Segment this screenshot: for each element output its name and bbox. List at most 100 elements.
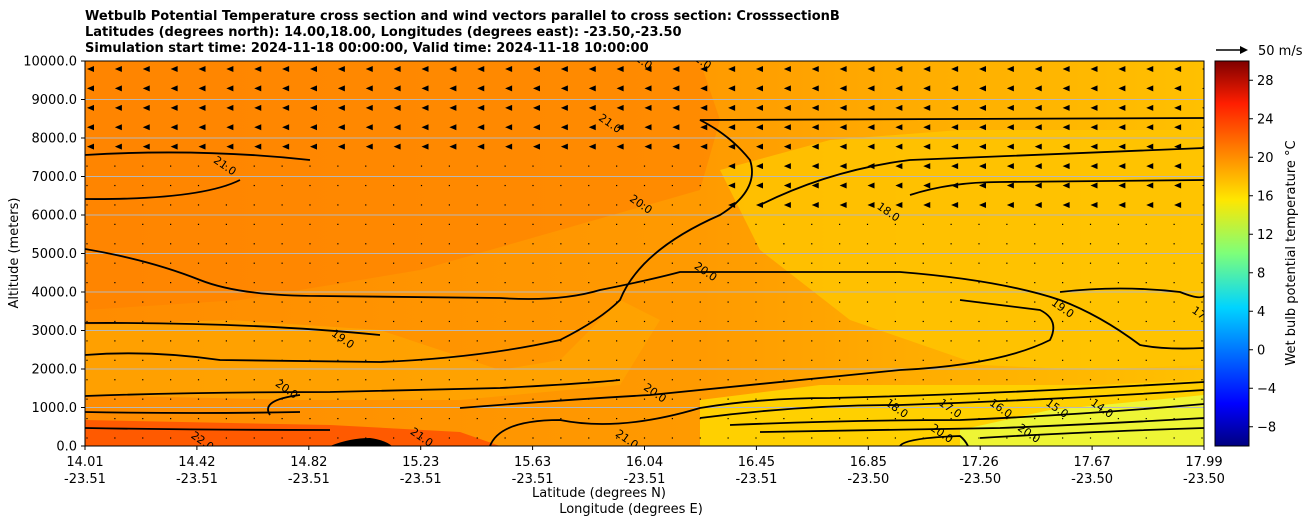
plot-area: 21.022.020.019.021.020.021.0 21.021.020.0… — [85, 61, 1204, 446]
quiver-key-arrow-head — [1240, 46, 1248, 54]
wind-dot — [420, 340, 423, 342]
y-tick-label: 1000.0 — [32, 401, 78, 416]
wind-dot — [783, 301, 785, 303]
wind-dot — [142, 223, 144, 225]
wind-dot — [420, 184, 423, 187]
wind-dot — [922, 243, 924, 245]
wind-arrow — [505, 85, 513, 92]
wind-dot — [309, 320, 311, 323]
contour-22-surface — [85, 427, 331, 431]
wind-arrow — [142, 85, 150, 92]
wind-dot — [560, 223, 562, 225]
wind-dot — [225, 223, 227, 225]
wind-dot — [142, 301, 144, 303]
wind-dot — [393, 398, 395, 400]
wind-dot — [699, 417, 701, 420]
wind-dot — [671, 184, 673, 187]
wind-arrow — [226, 124, 234, 131]
wind-dot — [643, 184, 646, 187]
wind-dot — [365, 262, 367, 264]
x-tick-lat: 14.42 — [178, 455, 215, 470]
wind-arrow — [87, 66, 94, 72]
wind-arrow — [337, 143, 345, 150]
wind-dot — [1117, 359, 1119, 361]
wind-dot — [950, 282, 952, 284]
wind-dot — [448, 359, 450, 361]
wind-dot — [699, 359, 701, 361]
wind-dot — [197, 184, 200, 187]
wind-dot — [811, 379, 813, 381]
wind-dot — [225, 398, 227, 400]
wind-dot — [1173, 301, 1175, 303]
wind-dot — [365, 204, 367, 206]
y-tick-label: 7000.0 — [32, 170, 78, 185]
wind-arrow — [477, 143, 485, 150]
wind-dot — [894, 417, 896, 420]
wind-dot — [588, 165, 590, 167]
wind-arrow — [1034, 163, 1042, 170]
wind-dot — [1034, 223, 1036, 225]
wind-dot — [393, 243, 395, 245]
wind-dot — [532, 184, 534, 187]
wind-dot — [281, 437, 283, 439]
wind-dot — [978, 437, 980, 439]
x-tick-lat: 15.23 — [402, 455, 439, 470]
wind-arrow — [365, 66, 373, 72]
wind-dot — [783, 398, 785, 400]
wind-arrow — [783, 104, 791, 111]
wind-dot — [281, 340, 283, 342]
wind-dot — [1006, 437, 1008, 439]
wind-dot — [1201, 320, 1203, 323]
contour-19-east — [459, 299, 1055, 409]
wind-dot — [114, 301, 116, 303]
wind-dot — [671, 262, 673, 264]
wind-dot — [365, 243, 367, 245]
wind-arrow — [923, 182, 931, 189]
wind-dot — [197, 417, 200, 420]
wind-dot — [783, 340, 785, 342]
wind-arrow — [1034, 182, 1042, 189]
wind-dot — [922, 340, 924, 342]
wind-dot — [643, 379, 646, 381]
wind-dot — [588, 223, 590, 225]
wind-arrow — [923, 143, 931, 150]
wind-dot — [532, 417, 534, 420]
wind-dot — [170, 282, 172, 284]
wind-dot — [197, 204, 200, 206]
wind-dot — [1089, 437, 1092, 439]
wind-dot — [309, 223, 311, 225]
wind-dot — [476, 340, 478, 342]
wind-dot — [393, 301, 395, 303]
wind-arrow — [560, 85, 568, 92]
wind-dot — [950, 223, 952, 225]
wind-dot — [616, 437, 618, 439]
wind-dot — [448, 398, 450, 400]
wind-dot — [253, 379, 255, 381]
colorbar-tick-label: 8 — [1257, 266, 1265, 281]
wind-dot — [560, 282, 562, 284]
wind-dot — [365, 301, 367, 303]
contour-20-mid — [85, 248, 1204, 350]
wind-dot — [1062, 340, 1064, 342]
wind-arrow — [951, 104, 959, 111]
wind-dot — [142, 437, 144, 439]
wind-dot — [1201, 340, 1203, 342]
x-tick-lat: 16.85 — [850, 455, 887, 470]
wind-dot — [1145, 359, 1147, 361]
wind-dot — [1062, 398, 1064, 400]
wind-dot — [1062, 379, 1064, 381]
wind-dot — [1117, 282, 1119, 284]
wind-arrow — [951, 124, 959, 131]
wind-arrow — [1118, 66, 1126, 72]
x-tick-lon: -23.51 — [735, 472, 777, 487]
wind-dot — [337, 437, 339, 439]
wind-dot — [1089, 398, 1092, 400]
wind-dot — [1117, 398, 1119, 400]
wind-dot — [365, 223, 367, 225]
wind-dot — [420, 379, 423, 381]
wind-arrow — [644, 66, 652, 72]
wind-dot — [922, 379, 924, 381]
wind-dot — [337, 340, 339, 342]
wind-dot — [978, 379, 980, 381]
wind-dot — [225, 359, 227, 361]
